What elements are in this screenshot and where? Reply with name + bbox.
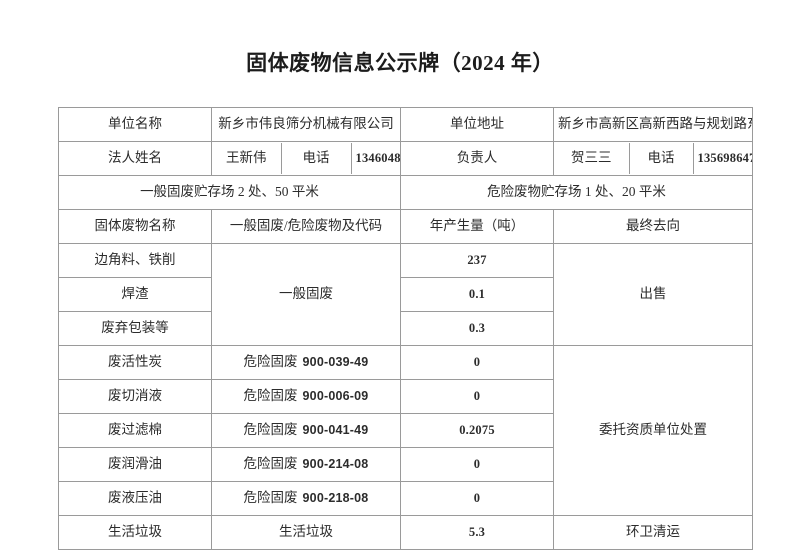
waste-info-table-container: 单位名称 新乡市伟良筛分机械有限公司 单位地址 新乡市高新区高新西路与规划路东南… [58, 107, 753, 550]
cell-waste-name: 生活垃圾 [58, 515, 212, 550]
table-row: 废弃包装等 0.3 [58, 311, 753, 346]
cell-category-code: 危险固废 900-218-08 [211, 481, 401, 516]
value-manager-phone: 13569864741 [697, 151, 752, 165]
code-label: 危险固废 [243, 456, 298, 472]
table-row-storage: 一般固废贮存场 2 处、50 平米 危险废物贮存场 1 处、20 平米 [58, 175, 753, 210]
table-row: 废切消液 危险固废 900-006-09 0 [58, 379, 753, 414]
table-row-contacts: 法人姓名 王新伟 电话 13460481045 负责人 [58, 141, 753, 176]
manager-group: 贺三三 电话 13569864741 [553, 141, 753, 176]
header-waste-name: 固体废物名称 [58, 209, 212, 244]
code-number: 900-006-09 [302, 389, 369, 404]
table-row: 废过滤棉 危险固废 900-041-49 0.2075 [58, 413, 753, 448]
cell-amount: 237 [400, 243, 554, 278]
label-unit-address: 单位地址 [400, 107, 554, 142]
code-number: 900-214-08 [302, 457, 369, 472]
header-final-destination: 最终去向 [553, 209, 753, 244]
cell-amount: 0.2075 [400, 413, 554, 448]
cell-waste-name: 废弃包装等 [58, 311, 212, 346]
label-legal-person: 法人姓名 [58, 141, 212, 176]
waste-info-table: 单位名称 新乡市伟良筛分机械有限公司 单位地址 新乡市高新区高新西路与规划路东南… [58, 107, 753, 550]
cell-destination-sanitation: 环卫清运 [553, 515, 753, 550]
label-unit-name: 单位名称 [58, 107, 212, 142]
cell-waste-name: 废液压油 [58, 481, 212, 516]
code-label: 危险固废 [243, 422, 298, 438]
cell-category-code: 危险固废 900-041-49 [211, 413, 401, 448]
cell-category-general: 一般固废 [211, 243, 401, 346]
code-label: 危险固废 [243, 354, 298, 370]
cell-amount: 0 [400, 345, 554, 380]
code-label: 危险固废 [243, 490, 298, 506]
cell-amount: 0.1 [400, 277, 554, 312]
value-unit-name: 新乡市伟良筛分机械有限公司 [211, 107, 401, 142]
label-legal-phone: 电话 [281, 143, 352, 174]
cell-category-code: 危险固废 900-006-09 [211, 379, 401, 414]
code-number: 900-218-08 [302, 491, 369, 506]
cell-waste-name: 边角料、铁削 [58, 243, 212, 278]
cell-amount: 0 [400, 481, 554, 516]
cell-waste-name: 废活性炭 [58, 345, 212, 380]
cell-waste-name: 废润滑油 [58, 447, 212, 482]
header-category-code: 一般固废/危险废物及代码 [211, 209, 401, 244]
cell-waste-name: 废切消液 [58, 379, 212, 414]
cell-waste-name: 废过滤棉 [58, 413, 212, 448]
table-row-org-name: 单位名称 新乡市伟良筛分机械有限公司 单位地址 新乡市高新区高新西路与规划路东南… [58, 107, 753, 142]
cell-amount: 0 [400, 379, 554, 414]
table-row: 废润滑油 危险固废 900-214-08 0 [58, 447, 753, 482]
table-row: 废活性炭 危险固废 900-039-49 0 委托资质单位处置 [58, 345, 753, 516]
storage-general: 一般固废贮存场 2 处、50 平米 [58, 175, 401, 210]
value-legal-phone: 13460481045 [355, 151, 400, 165]
cell-amount: 5.3 [400, 515, 554, 550]
header-annual-output: 年产生量（吨） [400, 209, 554, 244]
label-manager-phone: 电话 [629, 143, 694, 174]
value-legal-person: 王新伟 [212, 143, 282, 174]
page-title: 固体废物信息公示牌（2024 年） [246, 51, 554, 75]
table-row: 焊渣 0.1 [58, 277, 753, 312]
cell-amount: 0 [400, 447, 554, 482]
cell-destination-sale: 出售 [553, 243, 753, 346]
cell-waste-name: 焊渣 [58, 277, 212, 312]
cell-category-code: 危险固废 900-214-08 [211, 447, 401, 482]
table-row: 边角料、铁削 一般固废 237 出售 [58, 243, 753, 346]
code-label: 危险固废 [243, 388, 298, 404]
value-manager: 贺三三 [554, 143, 630, 174]
code-number: 900-039-49 [302, 355, 369, 370]
table-header-row: 固体废物名称 一般固废/危险废物及代码 年产生量（吨） 最终去向 [58, 209, 753, 244]
cell-category-code: 危险固废 900-039-49 [211, 345, 401, 380]
cell-destination-entrusted: 委托资质单位处置 [553, 345, 753, 516]
cell-category: 生活垃圾 [211, 515, 401, 550]
value-unit-address: 新乡市高新区高新西路与规划路东南角 [553, 107, 753, 142]
code-number: 900-041-49 [302, 423, 369, 438]
label-manager: 负责人 [400, 141, 554, 176]
storage-hazardous: 危险废物贮存场 1 处、20 平米 [400, 175, 753, 210]
table-row: 生活垃圾 生活垃圾 5.3 环卫清运 [58, 515, 753, 550]
legal-person-group: 王新伟 电话 13460481045 [211, 141, 401, 176]
cell-amount: 0.3 [400, 311, 554, 346]
